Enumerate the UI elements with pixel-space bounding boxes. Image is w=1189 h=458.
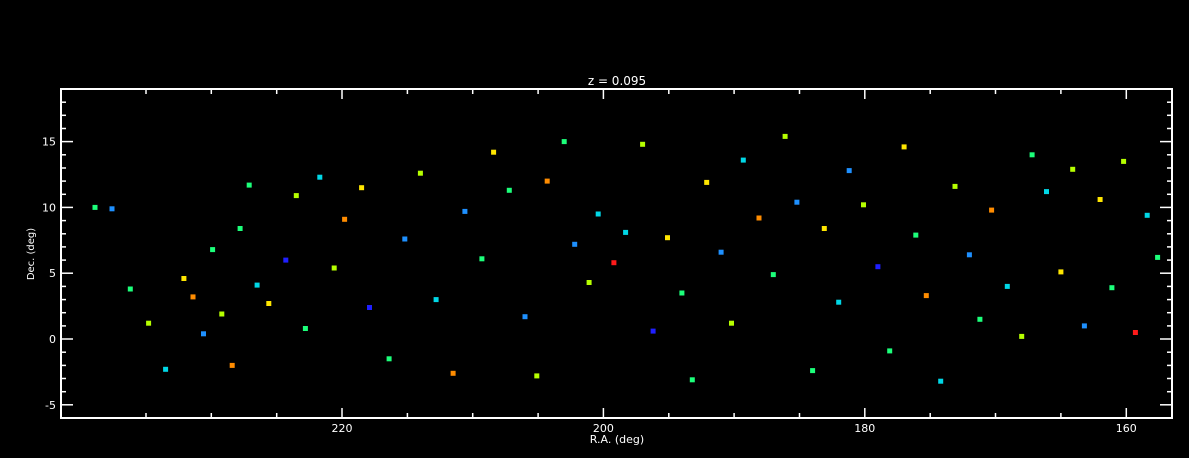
data-point-5 [181, 276, 187, 281]
data-point-35 [561, 139, 567, 145]
data-point-12 [246, 182, 252, 188]
data-point-73 [1058, 269, 1064, 275]
data-point-47 [718, 249, 724, 255]
data-point-76 [1097, 197, 1103, 202]
x-tick-label-220: 220 [332, 422, 353, 435]
ticks-layer: 220 200 180 160 -5 0 5 10 15 [42, 88, 1172, 435]
data-point-55 [821, 226, 827, 231]
data-point-14 [266, 301, 272, 306]
data-point-43 [665, 235, 670, 241]
data-point-75 [1081, 323, 1087, 329]
data-point-58 [861, 202, 866, 208]
data-point-61 [901, 144, 907, 150]
data-point-36 [572, 241, 578, 247]
x-tick-label-160: 160 [1116, 422, 1137, 435]
data-point-71 [1029, 152, 1035, 158]
data-point-29 [479, 256, 485, 262]
data-point-72 [1044, 189, 1049, 195]
data-point-60 [887, 348, 893, 354]
data-point-18 [317, 174, 323, 180]
data-point-7 [201, 331, 206, 337]
data-point-3 [146, 320, 152, 326]
plot-frame [60, 88, 1173, 419]
data-point-0 [92, 204, 98, 210]
data-point-74 [1070, 166, 1076, 172]
data-point-69 [1004, 283, 1010, 289]
x-axis-label: R.A. (deg) [590, 433, 644, 446]
data-point-42 [650, 328, 656, 334]
data-point-57 [846, 168, 852, 174]
data-point-50 [756, 215, 762, 221]
data-point-78 [1121, 158, 1127, 164]
data-point-4 [163, 366, 169, 372]
data-point-45 [689, 377, 695, 383]
points-layer [92, 133, 1161, 384]
data-point-24 [402, 236, 408, 242]
data-point-37 [586, 280, 592, 285]
y-tick-label-5: 5 [49, 267, 56, 280]
data-point-15 [283, 257, 289, 263]
data-point-68 [989, 207, 995, 213]
y-axis-label: Dec. (deg) [26, 228, 37, 280]
data-point-19 [331, 265, 337, 271]
data-point-59 [875, 264, 881, 270]
data-point-13 [254, 282, 260, 288]
data-point-70 [1019, 333, 1025, 339]
y-tick-label--5: -5 [45, 399, 56, 412]
data-point-2 [127, 286, 133, 292]
data-point-31 [506, 187, 512, 193]
data-point-63 [923, 293, 929, 299]
data-point-9 [219, 311, 225, 317]
data-point-65 [952, 183, 958, 189]
data-point-8 [210, 247, 216, 253]
data-point-21 [359, 185, 365, 191]
data-point-17 [302, 326, 308, 331]
data-point-6 [190, 294, 196, 300]
data-point-1 [109, 206, 115, 212]
y-tick-label-0: 0 [49, 333, 56, 346]
data-point-27 [450, 370, 456, 376]
data-point-54 [810, 368, 816, 374]
data-point-11 [237, 226, 243, 231]
data-point-26 [433, 297, 439, 303]
data-point-62 [913, 232, 919, 238]
chart-title: z = 0.095 [588, 74, 646, 88]
data-point-48 [729, 320, 734, 326]
data-point-32 [522, 314, 528, 320]
data-point-10 [229, 362, 235, 368]
data-point-46 [704, 179, 710, 185]
data-point-81 [1155, 254, 1161, 260]
x-tick-label-180: 180 [854, 422, 875, 435]
data-point-41 [640, 141, 646, 147]
data-point-38 [595, 211, 601, 217]
data-point-67 [977, 316, 983, 322]
x-tick-label-200: 200 [593, 422, 614, 435]
data-point-40 [623, 229, 629, 235]
data-point-53 [794, 199, 800, 205]
data-point-22 [367, 305, 372, 310]
y-tick-label-10: 10 [42, 201, 56, 214]
data-point-51 [770, 272, 776, 278]
data-point-25 [417, 170, 423, 176]
data-point-30 [491, 149, 497, 155]
data-point-39 [611, 260, 617, 266]
data-point-16 [293, 193, 299, 199]
data-point-23 [386, 356, 392, 362]
y-tick-label-15: 15 [42, 136, 56, 149]
data-point-64 [938, 378, 944, 384]
data-point-33 [534, 373, 540, 379]
data-point-34 [544, 178, 550, 184]
data-point-49 [740, 157, 746, 163]
data-point-80 [1144, 212, 1150, 218]
data-point-52 [782, 133, 788, 139]
data-point-66 [966, 252, 972, 258]
data-point-28 [462, 208, 468, 214]
data-point-44 [679, 290, 685, 296]
data-point-20 [342, 216, 348, 222]
data-point-77 [1109, 285, 1115, 291]
data-point-56 [836, 299, 842, 305]
data-point-79 [1132, 330, 1138, 335]
